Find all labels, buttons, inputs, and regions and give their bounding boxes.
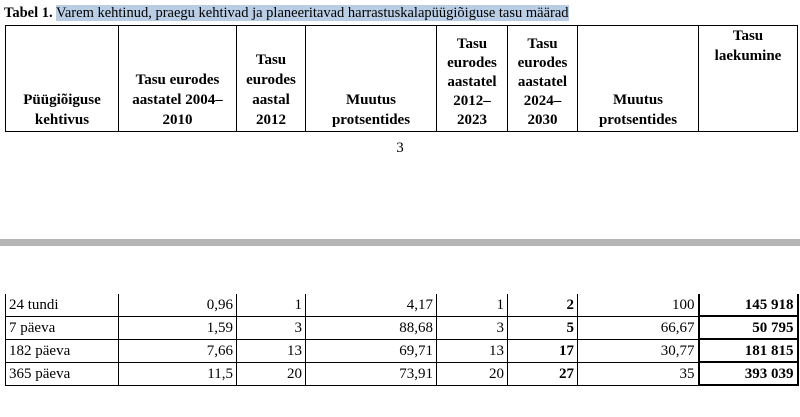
header-fee-2024-2030: Tasu eurodes aastatel 2024–2030 — [507, 25, 578, 132]
header-validity: Püügiõiguse kehtivus — [5, 25, 119, 132]
fee-table-body: 24 tundi 0,96 1 4,17 1 2 100 145 918 7 p… — [5, 294, 799, 386]
cell-fee-2012: 13 — [236, 338, 306, 363]
fee-table-header: Püügiõiguse kehtivus Tasu eurodes aastat… — [5, 25, 798, 132]
cell-fee-2012: 1 — [236, 294, 306, 317]
cell-fee-2024-2030: 27 — [507, 361, 578, 386]
cell-fee-2004-2010: 11,5 — [118, 361, 237, 386]
cell-fee-2012: 20 — [236, 361, 306, 386]
cell-fee-2004-2010: 0,96 — [118, 294, 237, 317]
header-fee-2012: Tasu eurodes aastal 2012 — [236, 25, 306, 132]
header-change-pct-2: Muutus protsentides — [577, 25, 699, 132]
caption-text: Varem kehtinud, praegu kehtivad ja plane… — [56, 5, 569, 21]
table-row: 7 päeva 1,59 3 88,68 3 5 66,67 50 795 — [5, 315, 799, 340]
cell-change-pct-1: 88,68 — [305, 315, 437, 340]
cell-validity: 365 päeva — [5, 361, 119, 386]
cell-change-pct-1: 69,71 — [305, 338, 437, 363]
page-number: 3 — [396, 140, 404, 156]
caption-label: Tabel 1. — [4, 5, 53, 21]
cell-receipts: 145 918 — [697, 294, 799, 317]
cell-change-pct-1: 4,17 — [305, 294, 437, 317]
cell-fee-2012-2023: 13 — [436, 338, 508, 363]
header-fee-2004-2010: Tasu eurodes aastatel 2004–2010 — [118, 25, 237, 132]
cell-change-pct-2: 35 — [577, 361, 699, 386]
cell-fee-2012-2023: 20 — [436, 361, 508, 386]
cell-change-pct-1: 73,91 — [305, 361, 437, 386]
table-caption: Tabel 1. Varem kehtinud, praegu kehtivad… — [4, 2, 569, 24]
page-break-separator — [0, 239, 800, 246]
cell-fee-2012-2023: 1 — [436, 294, 508, 317]
cell-fee-2012-2023: 3 — [436, 315, 508, 340]
table-row: 182 päeva 7,66 13 69,71 13 17 30,77 181 … — [5, 338, 799, 363]
cell-validity: 7 päeva — [5, 315, 119, 340]
table-row: 365 päeva 11,5 20 73,91 20 27 35 393 039 — [5, 361, 799, 386]
cell-change-pct-2: 30,77 — [577, 338, 699, 363]
cell-receipts: 393 039 — [697, 361, 799, 386]
cell-fee-2024-2030: 5 — [507, 315, 578, 340]
cell-fee-2024-2030: 2 — [507, 294, 578, 317]
cell-validity: 24 tundi — [5, 294, 119, 317]
cell-fee-2012: 3 — [236, 315, 306, 340]
header-change-pct-1: Muutus protsentides — [305, 25, 437, 132]
table-row: 24 tundi 0,96 1 4,17 1 2 100 145 918 — [5, 294, 799, 317]
cell-receipts: 181 815 — [697, 338, 799, 363]
cell-receipts: 50 795 — [697, 315, 799, 340]
cell-change-pct-2: 100 — [577, 294, 699, 317]
cell-fee-2004-2010: 1,59 — [118, 315, 237, 340]
cell-fee-2024-2030: 17 — [507, 338, 578, 363]
cell-change-pct-2: 66,67 — [577, 315, 699, 340]
cell-validity: 182 päeva — [5, 338, 119, 363]
header-receipts: Tasu laekumine — [698, 25, 798, 132]
header-fee-2012-2023: Tasu eurodes aastatel 2012–2023 — [436, 25, 508, 132]
cell-fee-2004-2010: 7,66 — [118, 338, 237, 363]
